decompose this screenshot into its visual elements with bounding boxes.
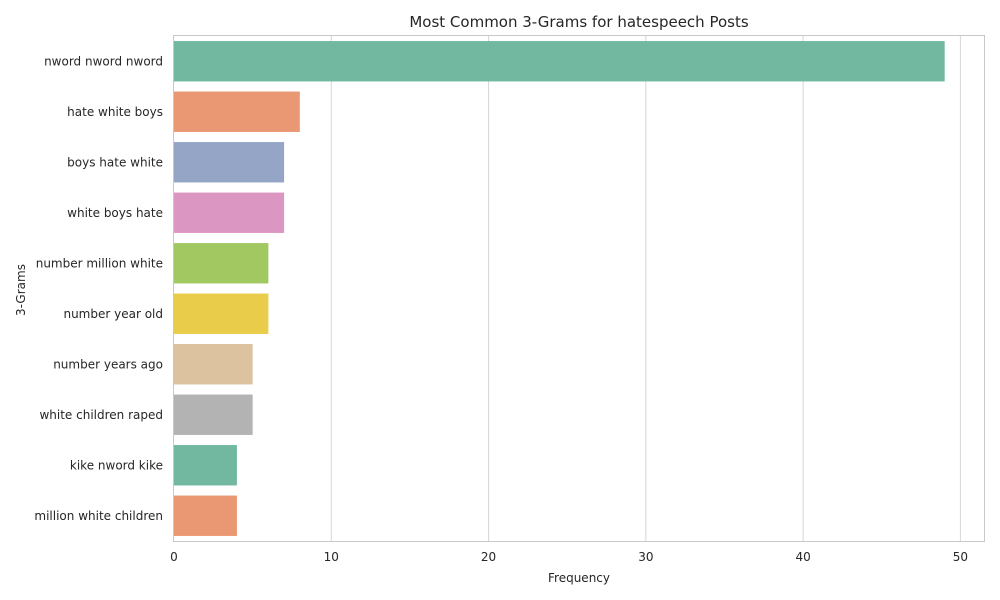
y-tick-label: white boys hate (67, 206, 163, 220)
y-tick-label: number years ago (53, 357, 163, 371)
bar (174, 344, 253, 385)
grid-lines (330, 36, 961, 541)
x-tick-label: 0 (170, 550, 178, 564)
y-tick-label: nword nword nword (44, 54, 163, 68)
bar (174, 142, 285, 183)
y-tick-label: number year old (63, 307, 163, 321)
x-axis-label: Frequency (548, 571, 610, 585)
x-tick-label: 10 (324, 550, 339, 564)
bar (174, 91, 300, 132)
y-axis-label: 3-Grams (14, 264, 28, 316)
y-tick-label: number million white (36, 256, 163, 270)
y-tick-label: kike nword kike (70, 458, 163, 472)
y-tick-label: hate white boys (67, 105, 163, 119)
x-tick-label: 50 (953, 550, 968, 564)
y-tick-label: boys hate white (67, 155, 163, 169)
y-tick-label: million white children (34, 509, 163, 523)
y-tick-labels: nword nword nword hate white boys boys hat… (34, 54, 163, 523)
bar (174, 293, 269, 334)
bar (174, 41, 945, 82)
y-tick-label: white children raped (39, 408, 163, 422)
plot-frame (173, 35, 985, 542)
chart-title: Most Common 3-Grams for hatespeech Posts (409, 13, 748, 31)
x-tick-labels: 0 10 20 30 40 50 (170, 550, 968, 564)
x-tick-label: 20 (481, 550, 496, 564)
bar (174, 495, 237, 536)
bar (174, 192, 285, 233)
bar (174, 243, 269, 284)
x-tick-label: 40 (795, 550, 810, 564)
bar (174, 445, 237, 486)
bar (174, 394, 253, 435)
x-tick-label: 30 (638, 550, 653, 564)
bars (174, 41, 945, 536)
